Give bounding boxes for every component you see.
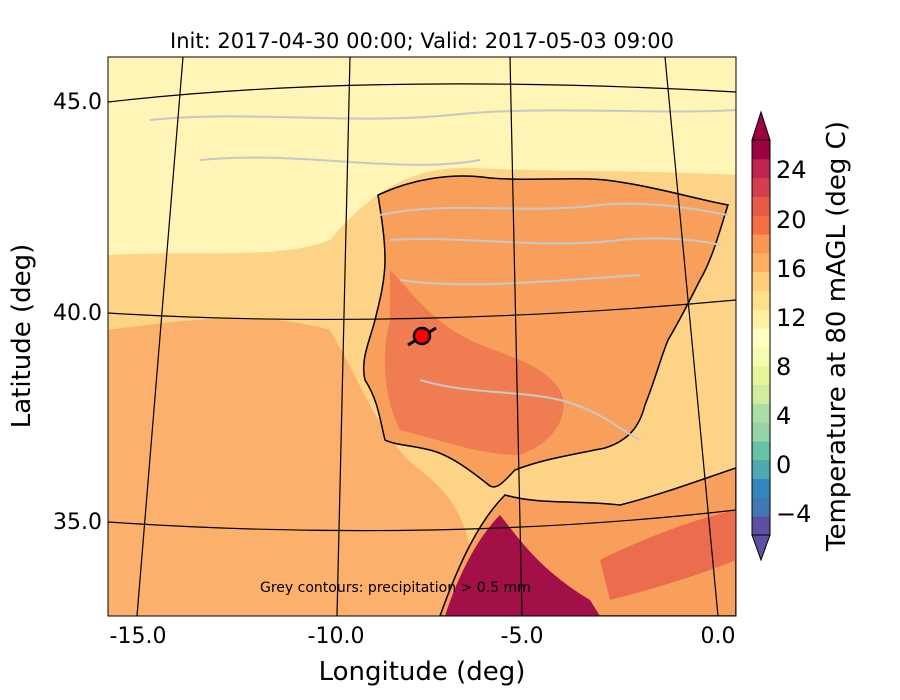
x-tick-label: 0.0: [701, 624, 736, 649]
colorbar-segment: [752, 290, 770, 310]
colorbar: [751, 110, 771, 562]
colorbar-segment: [752, 158, 770, 179]
colorbar-frame: [751, 139, 771, 536]
colorbar-tick-label: 4: [776, 402, 791, 430]
x-axis-label: Longitude (deg): [319, 657, 526, 687]
colorbar-tick-label: 12: [776, 304, 807, 332]
colorbar-tick-label: 20: [776, 206, 807, 234]
colorbar-segment: [752, 271, 770, 291]
colorbar-segment: [752, 478, 770, 498]
colorbar-label: Temperature at 80 mAGL (deg C): [822, 121, 852, 552]
y-axis-label: Latitude (deg): [7, 244, 37, 429]
hot-desert-region: [445, 515, 600, 616]
y-tick-label: 40.0: [53, 301, 102, 326]
colorbar-segment: [752, 140, 770, 160]
cool-sea-region: [108, 57, 736, 255]
colorbar-segment: [752, 497, 770, 517]
colorbar-segment: [752, 403, 770, 423]
colorbar-segment: [752, 196, 770, 216]
hot-land-region: [384, 270, 564, 455]
colorbar-segment: [752, 252, 770, 273]
colorbar-segment: [752, 177, 770, 197]
colorbar-min-arrow: [751, 534, 771, 562]
colorbar-tick-labels: 24 20 16 12 8 4 0 −4: [776, 156, 811, 528]
y-tick-label: 35.0: [53, 510, 102, 535]
x-tick-label: -15.0: [110, 624, 167, 649]
x-tick-labels: -15.0 -10.0 -5.0 0.0: [110, 624, 736, 649]
meridian-10: [336, 57, 351, 616]
y-tick-label: 45.0: [53, 90, 102, 115]
precip-annotation: Grey contours: precipitation > 0.5 mm: [260, 580, 531, 596]
colorbar-segment: [752, 346, 770, 367]
hot-africa-region: [600, 510, 736, 600]
meridian-5: [509, 57, 523, 616]
parallel-35: [108, 509, 736, 532]
colorbar-tick-label: 8: [776, 353, 791, 381]
colorbar-segment: [752, 215, 770, 235]
warm-sea-region: [108, 318, 473, 616]
meridian-0: [664, 57, 719, 616]
map-area: Grey contours: precipitation > 0.5 mm: [108, 57, 736, 616]
colorbar-tick-label: −4: [776, 500, 811, 528]
x-tick-label: -10.0: [308, 624, 365, 649]
colorbar-segment: [752, 234, 770, 254]
y-tick-labels: 45.0 40.0 35.0: [53, 90, 102, 535]
colorbar-max-arrow: [751, 110, 771, 141]
colorbar-segment: [752, 516, 770, 536]
map-frame: [107, 56, 737, 617]
x-tick-label: -5.0: [501, 624, 544, 649]
map-title: Init: 2017-04-30 00:00; Valid: 2017-05-0…: [170, 29, 674, 53]
precipitation-contours: [149, 109, 736, 441]
colorbar-segment: [752, 422, 770, 442]
colorbar-segment: [752, 384, 770, 404]
colorbar-segment: [752, 328, 770, 348]
colorbar-segment: [752, 459, 770, 480]
colorbar-tick-label: 0: [776, 451, 791, 479]
colorbar-tick-label: 16: [776, 255, 807, 283]
colorbar-segment: [752, 309, 770, 329]
colorbar-tick-label: 24: [776, 156, 807, 184]
parallel-45: [108, 83, 736, 103]
site-marker: [412, 326, 432, 346]
meridian-15: [136, 57, 184, 616]
colorbar-segment: [752, 440, 770, 461]
colorbar-segment: [752, 365, 770, 386]
parallel-40: [108, 299, 736, 321]
